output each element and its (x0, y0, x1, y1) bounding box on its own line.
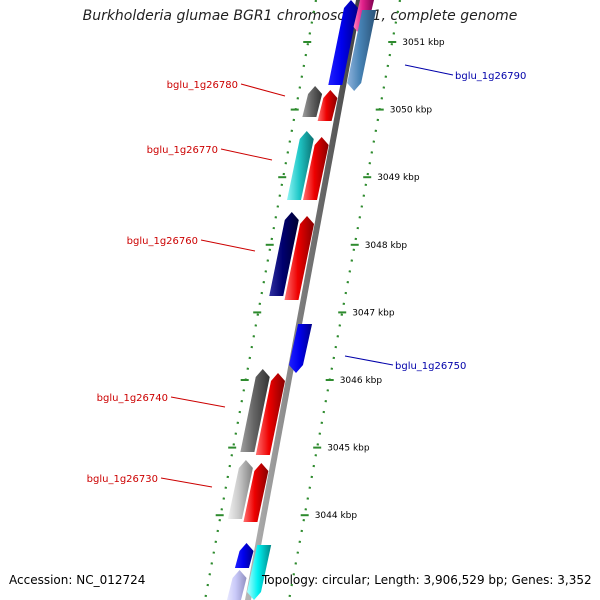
gene-label-leader (220, 148, 273, 161)
gene-label-leader (344, 355, 394, 366)
scale-tick-label: 3044 kbp (315, 511, 358, 521)
accession-text: Accession: NC_012724 (9, 573, 146, 587)
gene-arrow-red (255, 373, 285, 455)
tick-marks: 3051 kbp 3050 kbp 3049 kbp 3048 kbp 3047 kbp… (215, 38, 445, 521)
gene-arrow-gray (302, 86, 323, 117)
scale-tick-label: 3045 kbp (327, 444, 370, 454)
gene-label-leader (170, 396, 226, 408)
gene-label: bglu_1g26750 (395, 361, 466, 372)
gene-label-leader (160, 477, 213, 488)
gene-arrow-lavender (227, 570, 247, 600)
gene-arrow-blue (328, 0, 358, 85)
scale-tick-label: 3050 kbp (390, 106, 433, 116)
gene-arrow-red (317, 90, 338, 121)
gene-arrow-cyan (287, 131, 314, 200)
scale-tick-label: 3051 kbp (402, 38, 445, 48)
gene-arrow-steelblue (347, 10, 377, 91)
gene-arrow-red (284, 216, 315, 300)
gene-arrow-gray (240, 369, 270, 452)
gene-label-leader (200, 239, 256, 252)
chromosome-backbone (245, 0, 362, 600)
gene-label: bglu_1g26730 (87, 474, 158, 485)
gene-arrow-blue (288, 324, 313, 373)
scale-tick-label: 3047 kbp (352, 308, 395, 318)
scale-tick-label: 3049 kbp (377, 173, 420, 183)
gene-label: bglu_1g26760 (127, 236, 198, 247)
scale-tick-label: 3048 kbp (365, 241, 408, 251)
gene-arrow-silver (227, 460, 253, 519)
gene-label-leader (240, 83, 286, 97)
gene-arrow-blue (234, 543, 254, 568)
gene-arrow-cyan (247, 545, 272, 600)
gene-label: bglu_1g26780 (167, 80, 238, 91)
gene-label: bglu_1g26740 (97, 393, 168, 404)
gene-label: bglu_1g26770 (147, 145, 218, 156)
topology-text: Topology: circular; Length: 3,906,529 bp… (262, 573, 592, 587)
gene-label: bglu_1g26790 (455, 71, 526, 82)
gene-labels: bglu_1g26790 bglu_1g26780 bglu_1g26770bglu… (87, 64, 526, 488)
gene-label-leader (404, 64, 454, 76)
gene-arrow-navy (269, 212, 299, 296)
gene-arrow-red (303, 137, 329, 200)
scale-tick-label: 3046 kbp (340, 376, 383, 386)
genome-title: Burkholderia glumae BGR1 chromosome 1, c… (82, 8, 518, 24)
gene-features (227, 0, 377, 600)
gene-arrow-red (243, 463, 269, 522)
